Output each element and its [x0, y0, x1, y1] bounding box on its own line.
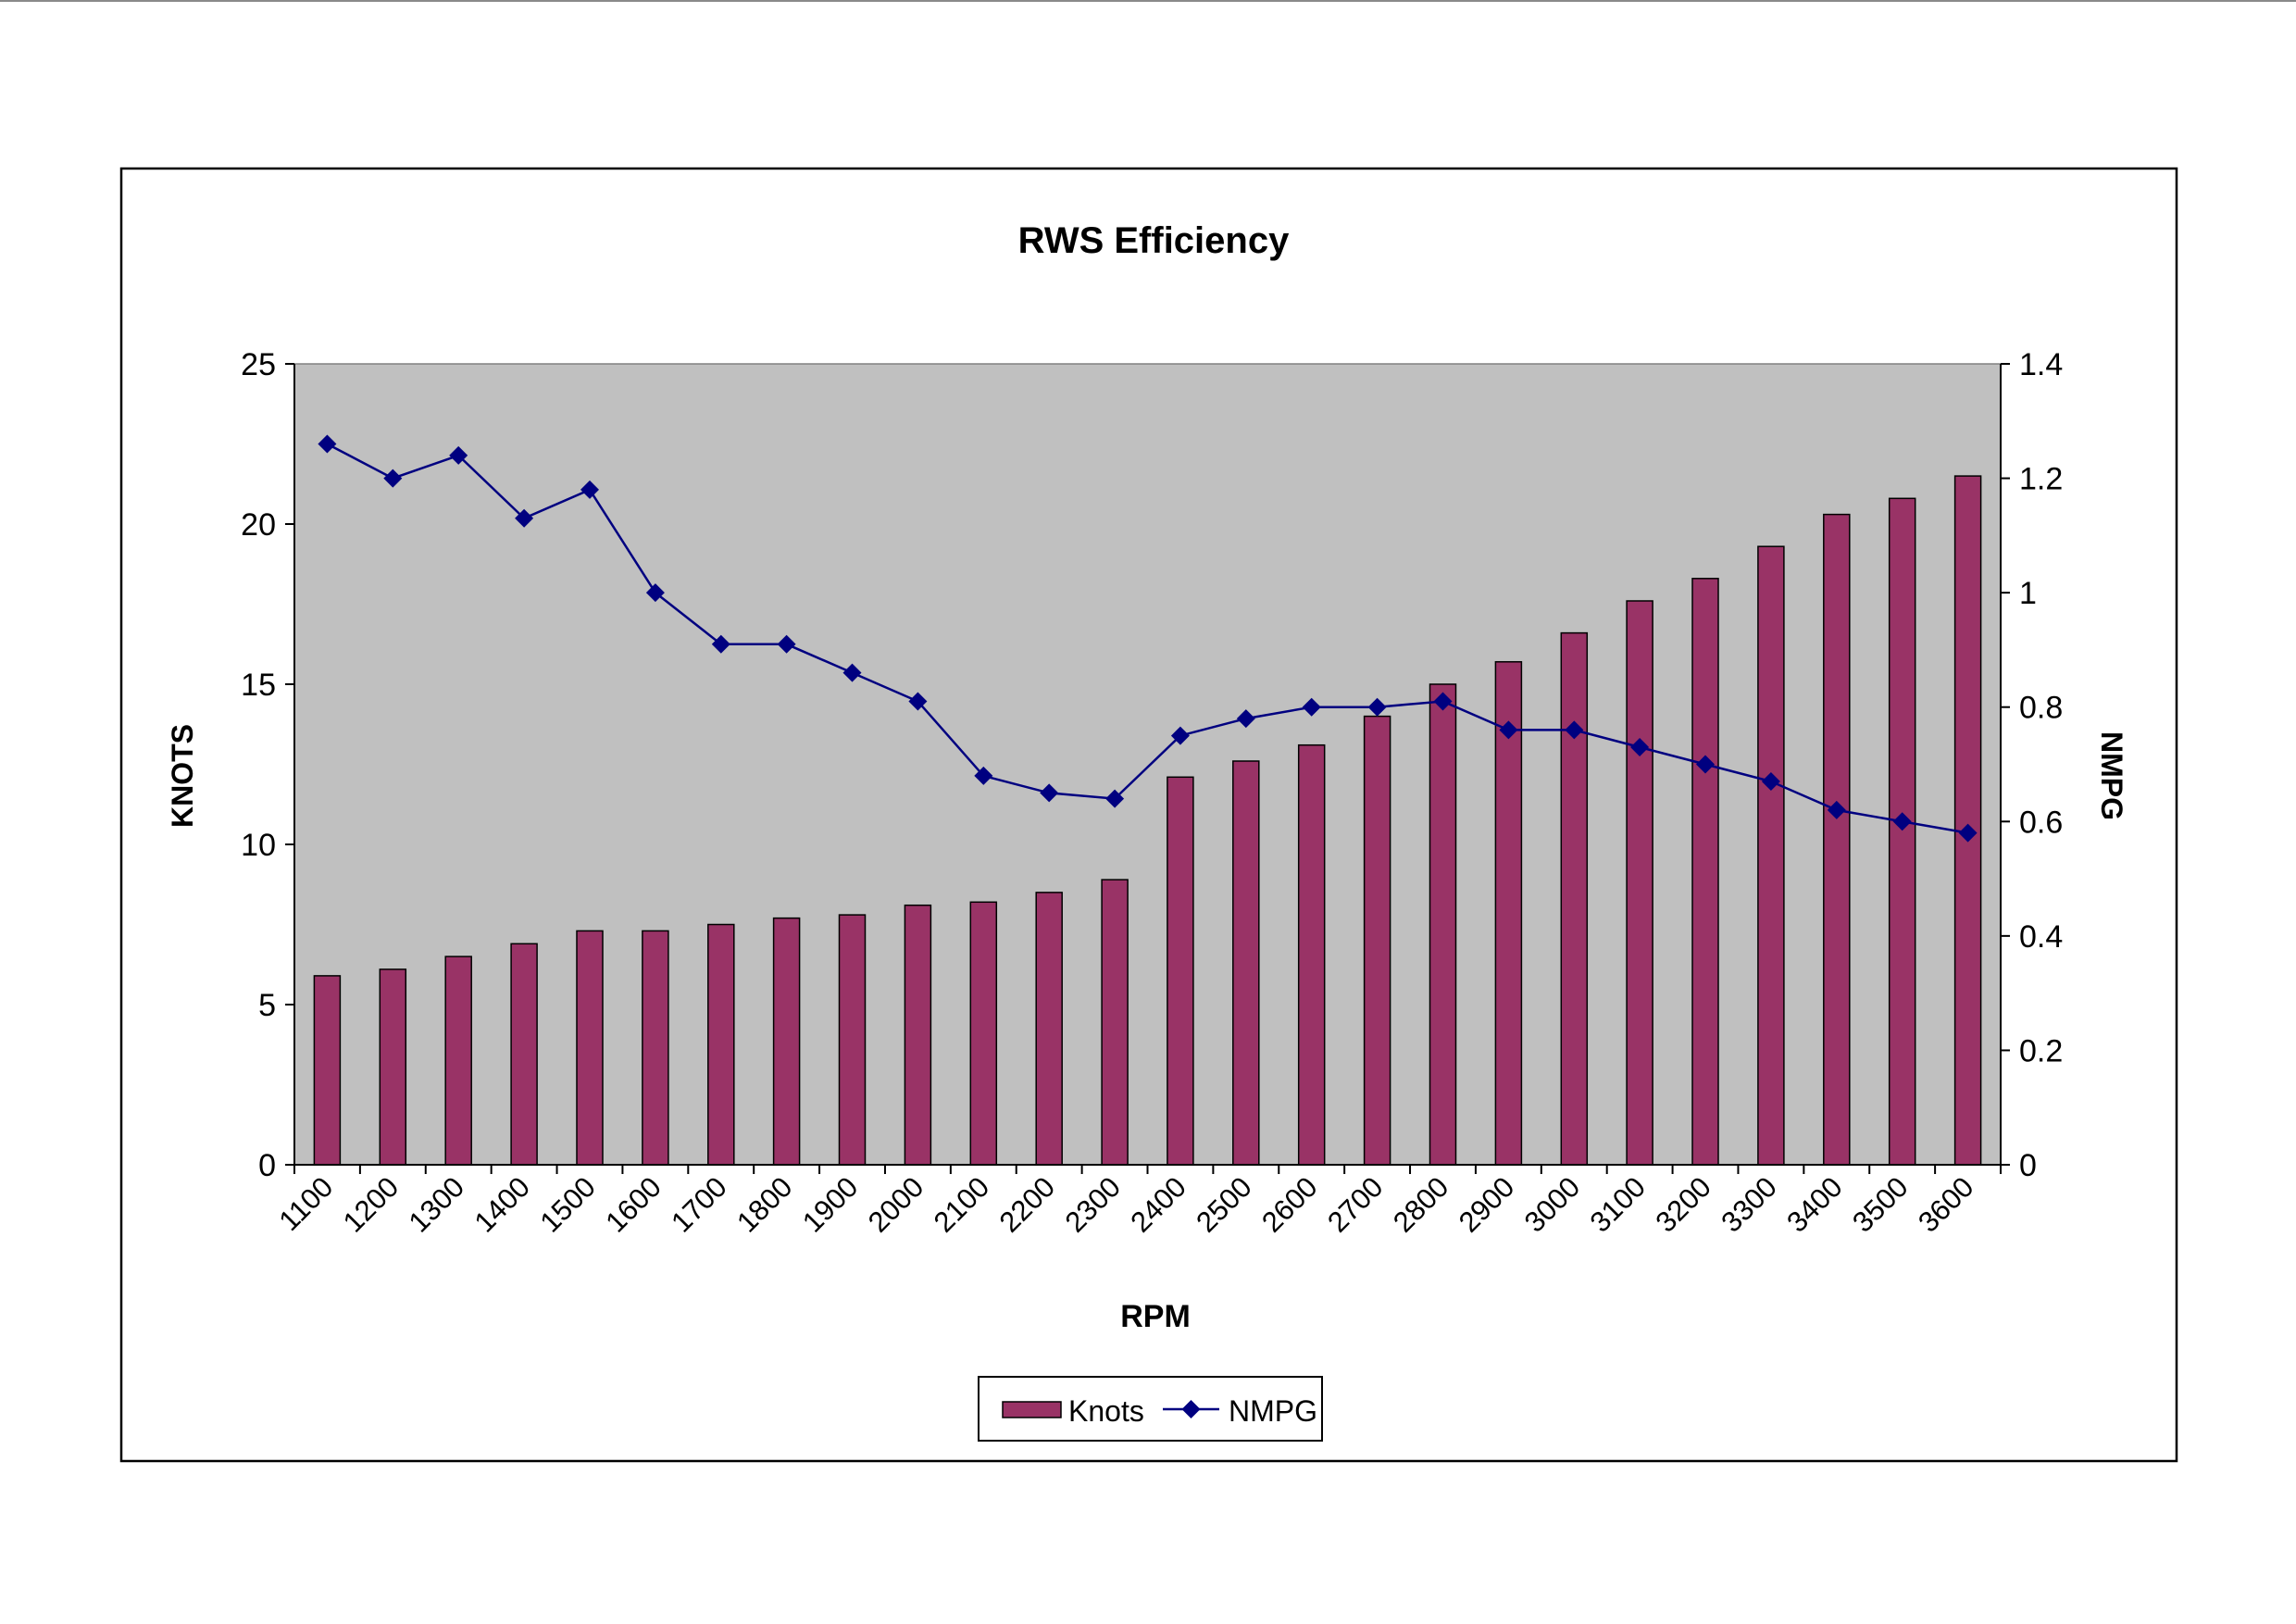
nmpg-point-2800 [1433, 692, 1453, 711]
bar-1500 [576, 930, 604, 1166]
bar-2500 [1232, 760, 1260, 1166]
nmpg-series-line [326, 443, 1968, 834]
bar-1900 [838, 914, 867, 1166]
bar-2000 [904, 904, 932, 1166]
left-tick-label-10: 10 [241, 828, 276, 863]
nmpg-point-1900 [842, 663, 862, 682]
right-tick-label-1: 1 [2019, 576, 2037, 611]
nmpg-point-3300 [1761, 772, 1780, 791]
right-tick-label-0.2: 0.2 [2019, 1033, 2063, 1068]
bar-2700 [1363, 715, 1391, 1166]
knots-bars [313, 475, 1982, 1166]
nmpg-point-2400 [1170, 726, 1190, 745]
nmpg-point-2700 [1367, 697, 1387, 717]
nmpg-point-2600 [1302, 697, 1321, 717]
plot-area [293, 363, 2002, 1166]
bar-2800 [1429, 683, 1457, 1166]
bar-3100 [1626, 600, 1653, 1166]
bar-3200 [1691, 578, 1719, 1166]
legend-label-nmpg: NMPG [1229, 1394, 1317, 1428]
left-tick-label-0: 0 [258, 1148, 276, 1183]
bar-1700 [707, 923, 735, 1166]
bar-2400 [1167, 776, 1194, 1166]
nmpg-point-2500 [1236, 709, 1255, 729]
left-tick-label-15: 15 [241, 668, 276, 703]
nmpg-point-2100 [974, 766, 993, 785]
nmpg-point-3600 [1958, 823, 1978, 843]
legend-swatch-knots [1002, 1401, 1062, 1418]
bar-2300 [1101, 879, 1129, 1166]
bar-1100 [313, 975, 342, 1166]
bar-1800 [772, 917, 801, 1166]
nmpg-point-1700 [711, 634, 730, 654]
page-top-rule [0, 0, 2296, 2]
right-tick-label-0.6: 0.6 [2019, 805, 2063, 840]
nmpg-point-3200 [1696, 755, 1715, 774]
y-axis-right-title: NMPG [2095, 731, 2128, 820]
nmpg-point-1800 [777, 634, 796, 654]
right-tick-label-1.2: 1.2 [2019, 462, 2063, 497]
nmpg-point-1400 [515, 508, 534, 528]
bar-3500 [1888, 497, 1916, 1166]
nmpg-point-2000 [908, 692, 928, 711]
legend: Knots NMPG [978, 1376, 1323, 1442]
left-tick-label-25: 25 [241, 347, 276, 382]
nmpg-point-2900 [1499, 720, 1518, 740]
legend-label-knots: Knots [1068, 1394, 1144, 1428]
nmpg-point-2200 [1040, 783, 1059, 803]
y-axis-left-title: KNOTS [166, 724, 199, 828]
chart-title: RWS Efficiency [1018, 220, 1290, 261]
right-axis-ticks: 0 0.2 0.4 0.6 0.8 1 1.2 1.4 [2001, 347, 2063, 1183]
nmpg-line [318, 434, 1978, 843]
x-axis-title: RPM [1120, 1299, 1191, 1334]
nmpg-point-1100 [318, 434, 337, 454]
right-tick-label-0.4: 0.4 [2019, 919, 2063, 955]
right-tick-label-0.8: 0.8 [2019, 691, 2063, 726]
bar-1300 [444, 956, 472, 1166]
bar-1200 [379, 968, 407, 1166]
nmpg-point-1600 [645, 583, 665, 603]
nmpg-point-1200 [383, 468, 403, 488]
nmpg-point-3400 [1827, 800, 1846, 819]
bar-3300 [1757, 545, 1785, 1166]
nmpg-point-3100 [1630, 738, 1650, 756]
left-tick-label-20: 20 [241, 507, 276, 543]
left-tick-label-5: 5 [258, 988, 276, 1023]
bar-2100 [969, 901, 998, 1166]
legend-marker-nmpg [1181, 1400, 1201, 1418]
nmpg-point-3500 [1892, 812, 1912, 831]
nmpg-point-1500 [580, 480, 599, 499]
right-tick-label-1.4: 1.4 [2019, 347, 2063, 382]
nmpg-point-1300 [449, 445, 468, 465]
bar-2600 [1297, 743, 1326, 1166]
bar-2200 [1035, 892, 1063, 1166]
bar-3600 [1953, 475, 1982, 1166]
bar-3400 [1823, 513, 1851, 1166]
bar-3000 [1560, 631, 1589, 1166]
bar-2900 [1494, 661, 1523, 1166]
nmpg-point-2300 [1105, 789, 1125, 808]
bar-1400 [510, 943, 538, 1166]
bar-1600 [642, 930, 669, 1166]
left-axis-ticks: 0 5 10 15 20 25 [241, 347, 294, 1183]
nmpg-point-3000 [1565, 720, 1584, 740]
right-tick-label-0: 0 [2019, 1148, 2037, 1183]
